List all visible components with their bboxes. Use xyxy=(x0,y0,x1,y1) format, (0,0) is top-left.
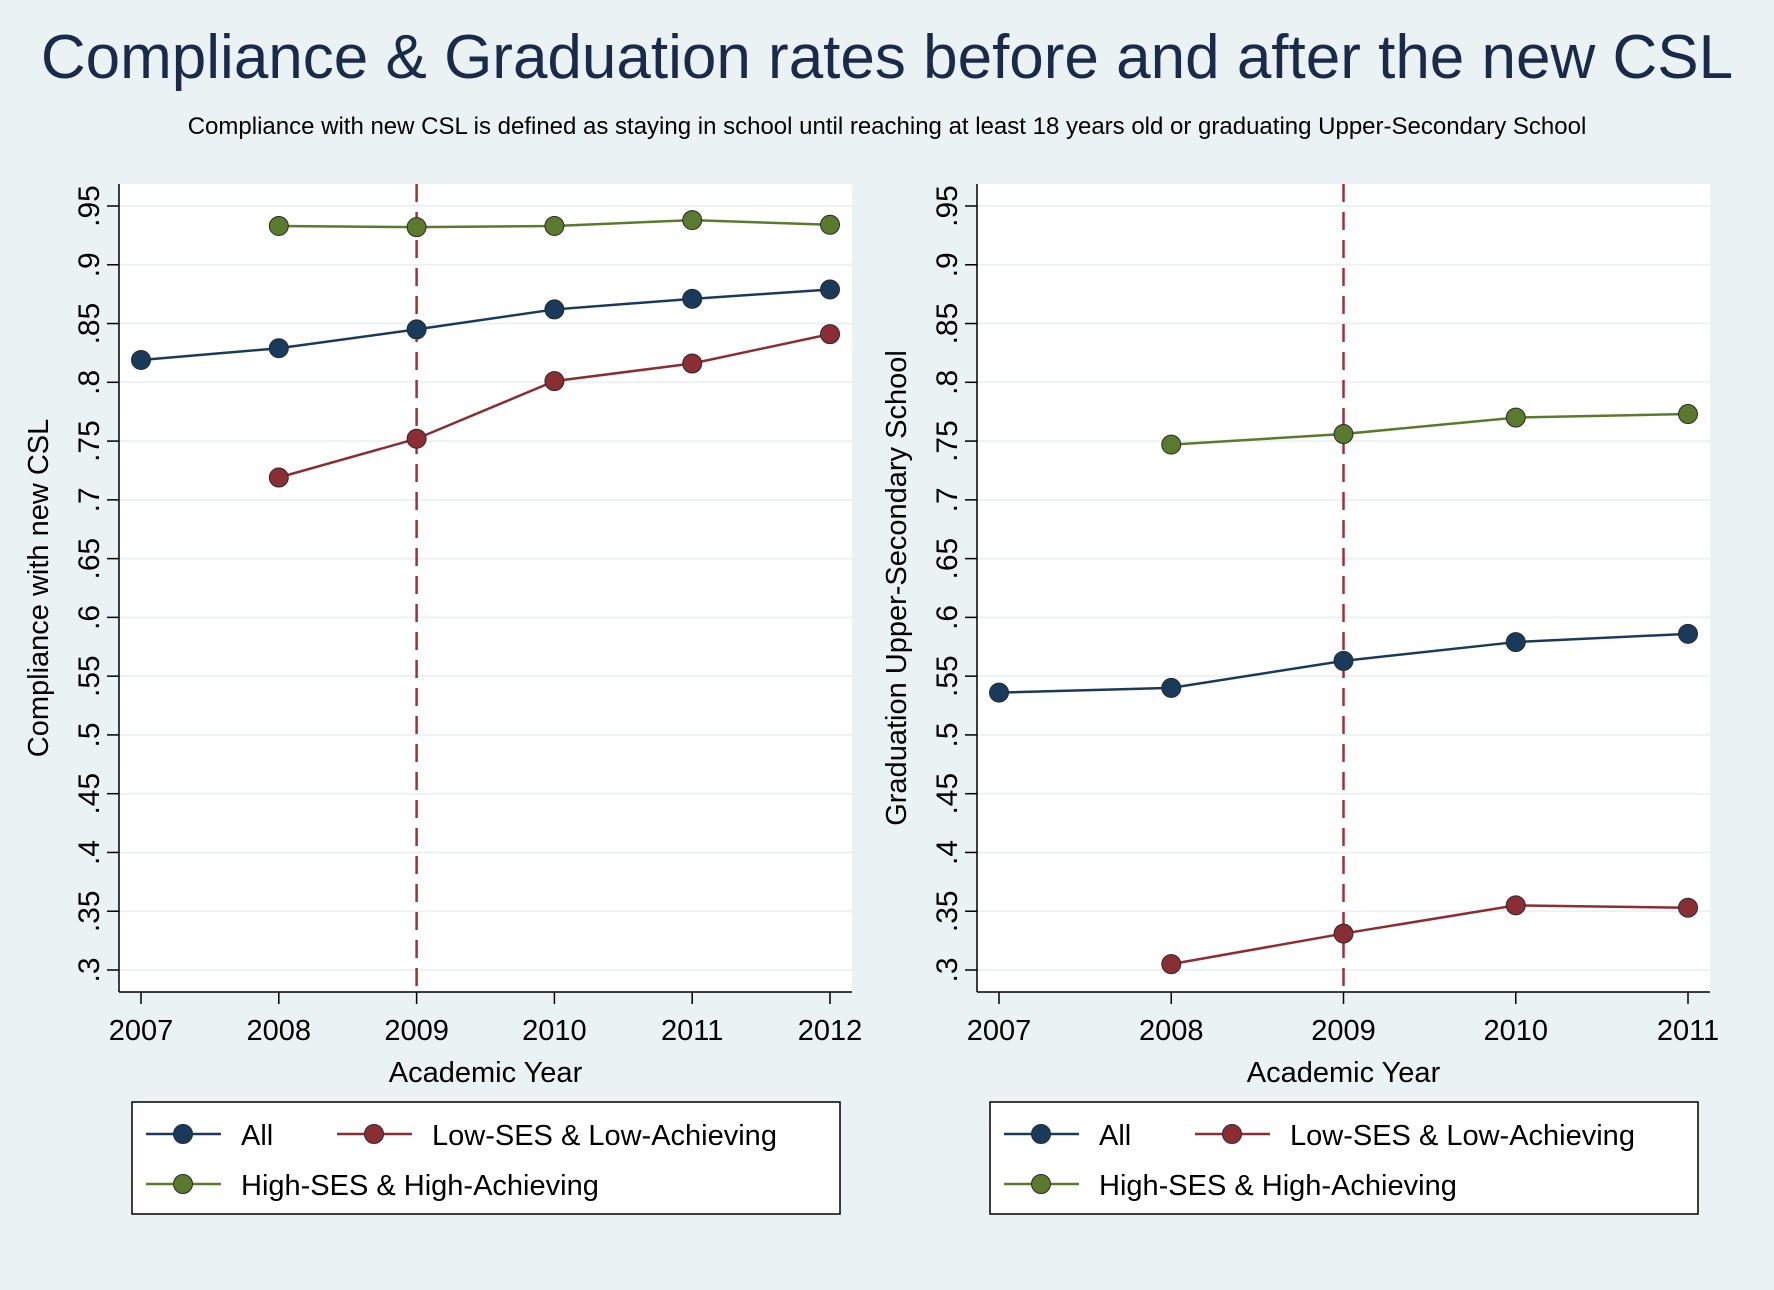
data-point-all xyxy=(1505,632,1526,653)
data-point-high xyxy=(682,210,703,231)
y-tick-label: .45 xyxy=(931,773,964,815)
y-tick-label: .9 xyxy=(73,252,106,277)
legend-marker-low xyxy=(1222,1124,1242,1144)
x-axis-title: Academic Year xyxy=(1247,1057,1441,1089)
legend-marker-high xyxy=(1031,1174,1051,1194)
y-tick-label: .85 xyxy=(73,303,106,345)
data-point-high xyxy=(268,215,289,236)
data-point-all xyxy=(1333,650,1354,671)
plot-area xyxy=(119,184,852,992)
legend-box xyxy=(131,1101,841,1215)
data-point-all xyxy=(989,682,1009,703)
data-point-all xyxy=(820,279,840,300)
y-tick-label: .8 xyxy=(73,370,106,395)
legend-marker-all xyxy=(1031,1124,1051,1144)
y-tick-label: .3 xyxy=(73,957,106,982)
data-point-high xyxy=(1678,404,1698,425)
y-tick-label: .9 xyxy=(931,252,964,277)
data-point-low xyxy=(1161,954,1182,975)
x-tick-label: 2010 xyxy=(1483,1015,1548,1047)
data-point-low xyxy=(1678,897,1698,918)
y-tick-label: .45 xyxy=(73,773,106,815)
y-tick-label: .6 xyxy=(73,605,106,630)
y-tick-label: .7 xyxy=(931,487,964,512)
y-tick-label: .3 xyxy=(931,957,964,982)
data-point-high xyxy=(406,217,427,238)
series-line-all xyxy=(140,288,831,362)
data-point-low xyxy=(1333,923,1354,944)
x-tick-label: 2008 xyxy=(1139,1015,1204,1047)
y-tick-label: .75 xyxy=(931,420,964,462)
x-tick-label: 2010 xyxy=(522,1015,587,1047)
data-point-all xyxy=(1161,677,1182,698)
y-tick-label: .5 xyxy=(931,722,964,747)
y-tick-label: .4 xyxy=(931,840,964,865)
data-point-all xyxy=(268,338,289,359)
y-tick-label: .4 xyxy=(73,840,106,865)
x-tick-label: 2009 xyxy=(1311,1015,1376,1047)
data-point-all xyxy=(1678,623,1698,644)
data-point-low xyxy=(820,324,840,345)
x-tick-label: 2007 xyxy=(109,1015,174,1047)
x-tick-label: 2007 xyxy=(967,1015,1032,1047)
data-point-high xyxy=(544,215,565,236)
legend-marker-all xyxy=(173,1124,193,1144)
x-tick-label: 2009 xyxy=(384,1015,449,1047)
series-line-high xyxy=(1171,412,1689,446)
series-line-low xyxy=(1171,904,1689,966)
data-point-low xyxy=(406,428,427,449)
y-tick-label: .7 xyxy=(73,487,106,512)
legend-label-low: Low-SES & Low-Achieving xyxy=(432,1120,777,1152)
legend-label-high: High-SES & High-Achieving xyxy=(1099,1170,1457,1202)
y-tick-label: .55 xyxy=(931,655,964,697)
legend: All Low-SES & Low-Achieving High-SES & Hig… xyxy=(989,1101,1699,1215)
legend-box xyxy=(989,1101,1699,1215)
legend-label-all: All xyxy=(1099,1120,1131,1152)
data-point-all xyxy=(131,349,151,370)
y-tick-label: .65 xyxy=(931,538,964,580)
data-point-low xyxy=(544,371,565,392)
legend-marker-high xyxy=(173,1174,193,1194)
y-tick-label: .35 xyxy=(73,890,106,932)
y-tick-label: .55 xyxy=(73,655,106,697)
y-tick-label: .5 xyxy=(73,722,106,747)
y-tick-label: .6 xyxy=(931,605,964,630)
legend-label-low: Low-SES & Low-Achieving xyxy=(1290,1120,1635,1152)
x-tick-label: 2011 xyxy=(1657,1015,1719,1047)
data-point-high xyxy=(820,214,840,235)
y-tick-label: .75 xyxy=(73,420,106,462)
data-point-all xyxy=(406,319,427,340)
x-tick-label: 2011 xyxy=(661,1015,723,1047)
x-axis-title: Academic Year xyxy=(389,1057,583,1089)
data-point-all xyxy=(544,299,565,320)
y-axis-title: Graduation Upper-Secondary School xyxy=(881,350,913,826)
y-tick-label: .95 xyxy=(931,185,964,227)
chart-panel-2: .3 .35 .4 .45 .5 .55 .6 .65 .7 .75 .8 .85 .9 .95 2007 2… xyxy=(881,184,1719,1215)
y-tick-label: .8 xyxy=(931,370,964,395)
legend: All Low-SES & Low-Achieving High-SES & Hig… xyxy=(131,1101,841,1215)
y-tick-label: .65 xyxy=(73,538,106,580)
y-tick-label: .95 xyxy=(73,185,106,227)
legend-label-high: High-SES & High-Achieving xyxy=(241,1170,599,1202)
data-point-high xyxy=(1333,424,1354,445)
data-point-low xyxy=(1505,895,1526,916)
legend-label-all: All xyxy=(241,1120,273,1152)
chart-panel-1: .3 .35 .4 .45 .5 .55 .6 .65 .7 .75 .8 .85 .9 .95 2007 2… xyxy=(23,184,863,1215)
data-point-low xyxy=(268,467,289,488)
page-subtitle: Compliance with new CSL is defined as st… xyxy=(187,113,1587,140)
y-tick-label: .35 xyxy=(931,890,964,932)
data-point-high xyxy=(1505,407,1526,428)
legend-marker-low xyxy=(364,1124,384,1144)
data-point-low xyxy=(682,353,703,374)
page-title: Compliance & Graduation rates before and… xyxy=(40,23,1734,92)
y-axis-title: Compliance with new CSL xyxy=(23,419,55,757)
x-tick-label: 2008 xyxy=(247,1015,312,1047)
data-point-all xyxy=(682,288,703,309)
x-tick-label: 2012 xyxy=(798,1015,863,1047)
y-tick-label: .85 xyxy=(931,303,964,345)
data-point-high xyxy=(1161,434,1182,455)
